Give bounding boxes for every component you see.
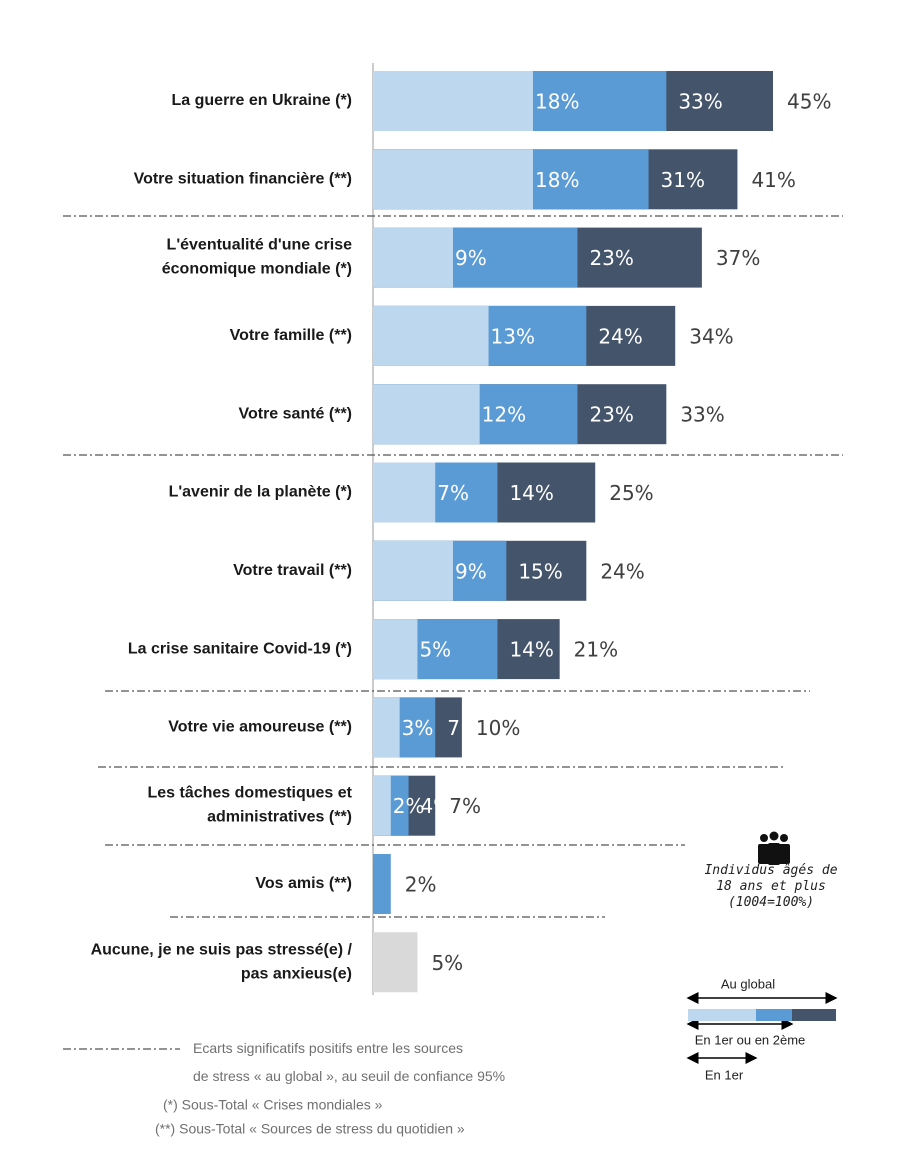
- footnote: Ecarts significatifs positifs entre les …: [193, 1040, 505, 1084]
- value-label: 9%: [455, 559, 487, 583]
- category-label: Aucune, je ne suis pas stressé(e) / pas a…: [91, 942, 353, 983]
- category-label: L'avenir de la planète (*): [169, 484, 352, 501]
- value-label: 5%: [431, 951, 463, 975]
- category-label: La guerre en Ukraine (*): [172, 92, 353, 109]
- value-label: 34%: [689, 324, 733, 348]
- value-label: 18%: [535, 168, 579, 192]
- bar: [373, 462, 436, 523]
- value-label: 45%: [787, 90, 831, 114]
- value-label: 41%: [751, 168, 795, 192]
- value-label: 18%: [535, 90, 579, 114]
- value-label: 25%: [609, 481, 653, 505]
- category-label: Votre travail (**): [233, 562, 352, 579]
- value-label: 31%: [661, 168, 705, 192]
- value-label: 7%: [449, 794, 481, 818]
- value-label: 12%: [482, 403, 526, 427]
- category-label: L'éventualité d'une crise économique mond…: [162, 237, 352, 278]
- value-label: 23%: [589, 403, 633, 427]
- value-label: 33%: [680, 403, 724, 427]
- value-label: 14%: [509, 481, 553, 505]
- value-label: 9%: [455, 246, 487, 270]
- value-label: 10%: [476, 716, 520, 740]
- value-label: 37%: [716, 246, 760, 270]
- value-label: 15%: [518, 559, 562, 583]
- value-label: 13%: [491, 324, 535, 348]
- note: Individus âgés de 18 ans et plus (1004=100…: [704, 863, 837, 910]
- people-icon: [758, 831, 790, 865]
- bar: [373, 932, 418, 993]
- category-label: Vos amis (**): [255, 875, 352, 892]
- legend-label: Au global: [721, 976, 775, 991]
- value-label: 21%: [574, 638, 618, 662]
- category-label: Votre vie amoureuse (**): [168, 719, 352, 736]
- category-label: Les tâches domestiques et administratives…: [147, 785, 352, 826]
- value-label: 2%: [393, 794, 425, 818]
- legend-swatch: [688, 1009, 756, 1021]
- category-label: Votre famille (**): [230, 327, 352, 344]
- value-label: 33%: [678, 90, 722, 114]
- category-label: La crise sanitaire Covid-19 (*): [128, 640, 352, 657]
- legend-label: En 1er: [705, 1067, 744, 1082]
- category-label: Votre santé (**): [238, 405, 352, 422]
- value-label: 2%: [405, 873, 437, 897]
- legend-label: En 1er ou en 2ème: [695, 1032, 806, 1047]
- bar: [373, 854, 391, 914]
- bar: [373, 697, 400, 758]
- value-label: 24%: [600, 559, 644, 583]
- bar: [373, 305, 489, 366]
- bar: [373, 775, 391, 836]
- value-label: 7%: [437, 481, 469, 505]
- value-label: 14%: [509, 638, 553, 662]
- legend: [686, 992, 838, 1064]
- footnote: (**) Sous-Total « Sources de stress du q…: [155, 1121, 465, 1137]
- value-label: 24%: [598, 324, 642, 348]
- bar: [373, 540, 453, 601]
- category-label: Votre situation financière (**): [134, 171, 352, 188]
- value-label: 23%: [589, 246, 633, 270]
- value-label: 7: [447, 716, 460, 740]
- bar: [373, 619, 418, 680]
- bar: [373, 149, 533, 210]
- value-label: 4%: [421, 794, 453, 818]
- value-label: 3%: [402, 716, 434, 740]
- bar: [373, 227, 453, 288]
- bar: [373, 71, 533, 131]
- footnote: (*) Sous-Total « Crises mondiales »: [163, 1097, 383, 1113]
- value-label: 5%: [419, 638, 451, 662]
- bar: [373, 384, 480, 445]
